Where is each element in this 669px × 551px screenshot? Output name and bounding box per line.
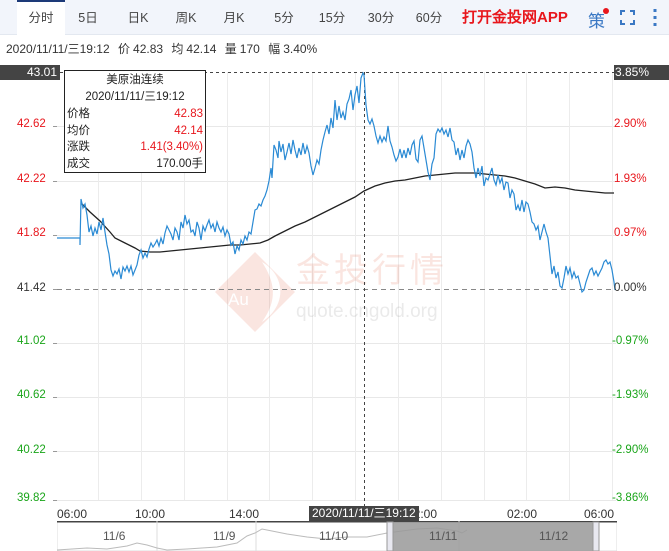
y-label-left: 41.42 bbox=[17, 282, 46, 294]
svg-text:Au: Au bbox=[228, 290, 249, 309]
info-volume-label: 量 bbox=[224, 42, 237, 56]
fullscreen-icon[interactable] bbox=[620, 10, 635, 25]
info-volume: 170 bbox=[239, 42, 260, 56]
y-label-right: -2.90% bbox=[612, 444, 649, 456]
crosshair-price-tag: 43.01 bbox=[0, 65, 60, 80]
tooltip-datetime: 2020/11/11/三19:12 bbox=[85, 91, 185, 103]
y-label-left: 40.62 bbox=[17, 389, 46, 401]
x-label: 06:00 bbox=[57, 507, 88, 521]
tab-bar: 分时 5日 日K 周K 月K 5分 15分 30分 60分 打开金投网APP 策 bbox=[0, 0, 669, 36]
range-navigator[interactable] bbox=[57, 521, 617, 551]
y-label-left: 41.02 bbox=[17, 335, 46, 347]
crosshair-tooltip: 美原油连续 2020/11/11/三19:12 价格 42.83 均价 42.1… bbox=[64, 70, 206, 173]
tab-5min[interactable]: 5分 bbox=[274, 11, 294, 25]
tab-daily-k[interactable]: 日K bbox=[127, 11, 149, 25]
price-line bbox=[57, 71, 616, 294]
watermark: Au 金投行情 quote.cngold.org bbox=[215, 251, 448, 332]
y-label-left: 42.62 bbox=[17, 118, 46, 130]
x-label: 10:00 bbox=[135, 507, 166, 521]
watermark-logo-icon: Au bbox=[215, 252, 295, 332]
open-app-link[interactable]: 打开金投网APP bbox=[462, 9, 568, 26]
info-price-label: 价 bbox=[118, 42, 131, 56]
tooltip-row-volume: 成交 170.00手 bbox=[65, 156, 205, 173]
tooltip-label: 价格 bbox=[67, 108, 90, 120]
y-label-left: 39.82 bbox=[17, 492, 46, 504]
y-label-right: -3.86% bbox=[612, 492, 649, 504]
y-label-right: 0.97% bbox=[614, 227, 647, 239]
navigator-day-label: 11/10 bbox=[319, 529, 349, 543]
y-label-left: 42.22 bbox=[17, 173, 46, 185]
info-avg-label: 均 bbox=[171, 42, 184, 56]
tab-intraday[interactable]: 分时 bbox=[17, 0, 65, 36]
info-datetime: 2020/11/11/三19:12 bbox=[6, 42, 110, 56]
tooltip-value: 42.14 bbox=[174, 124, 203, 137]
navigator-day-label: 11/6 bbox=[103, 529, 126, 543]
tooltip-title: 美原油连续 bbox=[106, 74, 164, 86]
y-label-left: 41.82 bbox=[17, 227, 46, 239]
tooltip-label: 涨跌 bbox=[67, 141, 90, 153]
tab-weekly-k[interactable]: 周K bbox=[175, 11, 197, 25]
navigator-handle-right[interactable] bbox=[592, 521, 600, 551]
y-label-right: 0.00% bbox=[614, 282, 647, 294]
vertical-grid bbox=[98, 72, 613, 500]
tooltip-row-change: 涨跌 1.41(3.40%) bbox=[65, 139, 205, 156]
tooltip-value: 170.00手 bbox=[156, 157, 203, 170]
navigator-day-label: 11/12 bbox=[539, 529, 569, 543]
tooltip-value: 1.41(3.40%) bbox=[140, 141, 203, 153]
info-price: 42.83 bbox=[133, 42, 164, 56]
x-label: 02:00 bbox=[507, 507, 538, 521]
crosshair-time-tag: 2020/11/11/三19:12 bbox=[309, 506, 419, 521]
tab-monthly-k[interactable]: 月K bbox=[223, 11, 245, 25]
x-label: 06:00 bbox=[584, 507, 615, 521]
x-label: 14:00 bbox=[229, 507, 260, 521]
tooltip-row-avg: 均价 42.14 bbox=[65, 123, 205, 140]
horizontal-grid bbox=[57, 126, 616, 501]
more-vertical-icon[interactable] bbox=[653, 9, 657, 26]
strategy-button[interactable]: 策 bbox=[588, 12, 605, 31]
y-axis-ticks bbox=[53, 72, 57, 501]
y-label-right: -1.93% bbox=[612, 389, 649, 401]
tab-15min[interactable]: 15分 bbox=[318, 11, 346, 25]
average-price-line bbox=[80, 172, 614, 253]
navigator-handle-left[interactable] bbox=[386, 521, 394, 551]
navigator-selection[interactable] bbox=[393, 522, 593, 551]
tooltip-row-price: 价格 42.83 bbox=[65, 106, 205, 123]
y-label-right: -0.97% bbox=[612, 335, 649, 347]
watermark-title: 金投行情 bbox=[296, 251, 448, 291]
tab-30min[interactable]: 30分 bbox=[367, 11, 395, 25]
info-change-label: 幅 bbox=[268, 42, 281, 56]
quote-info-line: 2020/11/11/三19:12 价 42.83 均 42.14 量 170 幅 3.… bbox=[6, 40, 322, 57]
info-avg: 42.14 bbox=[186, 42, 217, 56]
navigator-day-label: 11/9 bbox=[213, 529, 236, 543]
y-label-right: 1.93% bbox=[614, 173, 647, 185]
tab-5day[interactable]: 5日 bbox=[78, 11, 98, 25]
tooltip-label: 成交 bbox=[67, 157, 90, 170]
y-label-left: 40.22 bbox=[17, 444, 46, 456]
navigator-day-label: 11/11 bbox=[429, 529, 458, 543]
info-change-pct: 3.40% bbox=[283, 42, 318, 56]
crosshair-pct-tag: 3.85% bbox=[614, 65, 669, 80]
tooltip-label: 均价 bbox=[67, 124, 90, 137]
notification-dot bbox=[603, 8, 609, 14]
tooltip-value: 42.83 bbox=[174, 108, 203, 120]
tab-60min[interactable]: 60分 bbox=[415, 11, 443, 25]
watermark-url: quote.cngold.org bbox=[296, 301, 438, 322]
y-label-right: 2.90% bbox=[614, 118, 647, 130]
